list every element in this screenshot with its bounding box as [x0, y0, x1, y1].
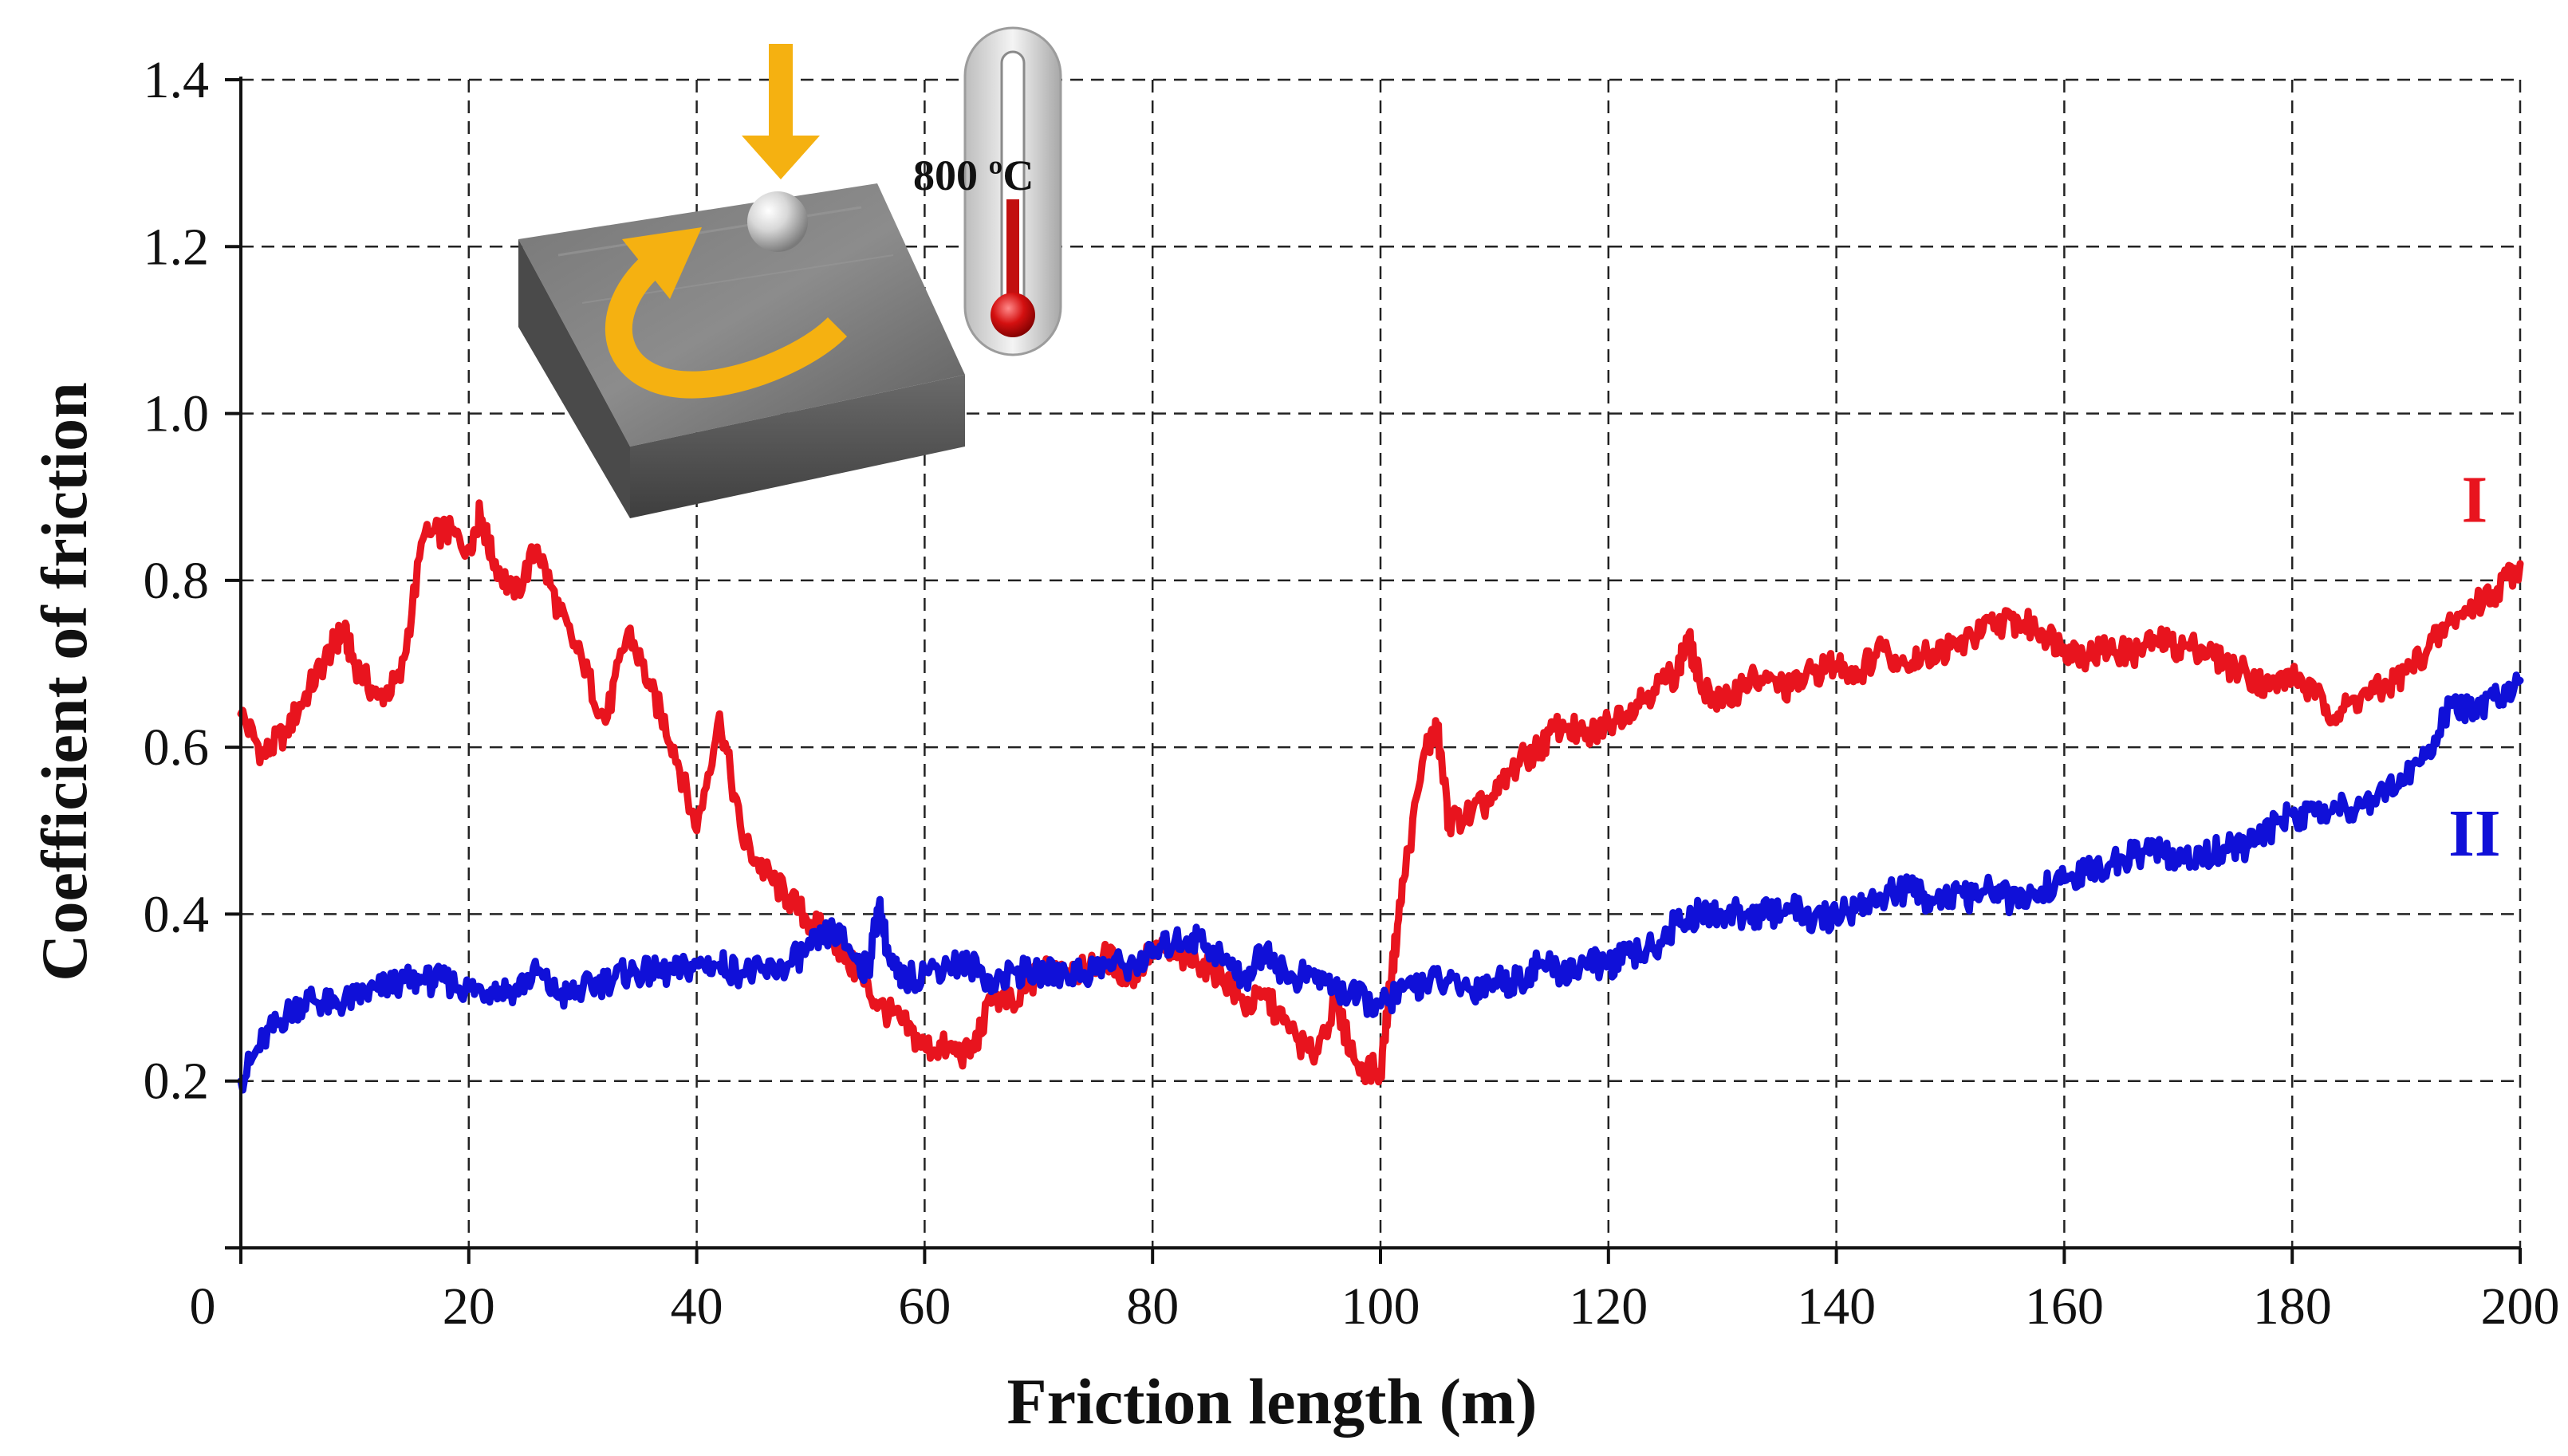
- x-tick-label: 80: [1126, 1277, 1179, 1336]
- y-axis-title: Coefficient of friction: [28, 382, 100, 981]
- series-line-i: [237, 499, 2524, 1086]
- temperature-label: 800 ºC: [913, 152, 1034, 199]
- y-tick-label: 0.8: [144, 552, 210, 610]
- square-sample-icon: [518, 183, 965, 518]
- x-tick-label: 140: [1797, 1277, 1876, 1336]
- series-line-ii: [237, 671, 2524, 1094]
- x-tick-label: 20: [443, 1277, 495, 1336]
- down-arrow-icon: [742, 44, 820, 179]
- y-tick-label: 1.2: [144, 218, 210, 276]
- y-tick-label: 0.4: [144, 885, 210, 943]
- rotation-arrow-icon: [605, 253, 848, 399]
- series-label-ii: II: [2448, 797, 2500, 871]
- x-tick-label: 120: [1569, 1277, 1648, 1336]
- x-tick-label: 40: [671, 1277, 723, 1336]
- test-setup-inset: 800 ºC: [518, 26, 1062, 518]
- axes: [225, 77, 2522, 1264]
- x-tick-label: 200: [2481, 1277, 2560, 1336]
- series-layer: [237, 499, 2524, 1094]
- x-tick-label: 100: [1341, 1277, 1420, 1336]
- x-tick-label: 160: [2025, 1277, 2104, 1336]
- y-tick-label: 1.0: [144, 385, 210, 443]
- x-axis-title: Friction length (m): [1007, 1365, 1538, 1438]
- thermometer-icon: [963, 26, 1062, 356]
- y-tick-label: 0.6: [144, 718, 210, 777]
- x-tick-label: 180: [2253, 1277, 2332, 1336]
- rotation-arrow-head-icon: [622, 227, 702, 299]
- ball-icon: [747, 191, 808, 252]
- series-annotations: III: [2448, 463, 2500, 872]
- y-tick-label: 0.2: [144, 1053, 210, 1111]
- tick-labels: 0.2 0.4 0.6 0.8 1.0 1.2 1.4 0 20 40 60 80 100 120 140 1…: [144, 51, 2560, 1336]
- x-tick-label: 0: [190, 1277, 216, 1336]
- y-tick-label: 1.4: [144, 51, 210, 109]
- x-tick-label: 60: [898, 1277, 951, 1336]
- series-label-i: I: [2461, 463, 2487, 537]
